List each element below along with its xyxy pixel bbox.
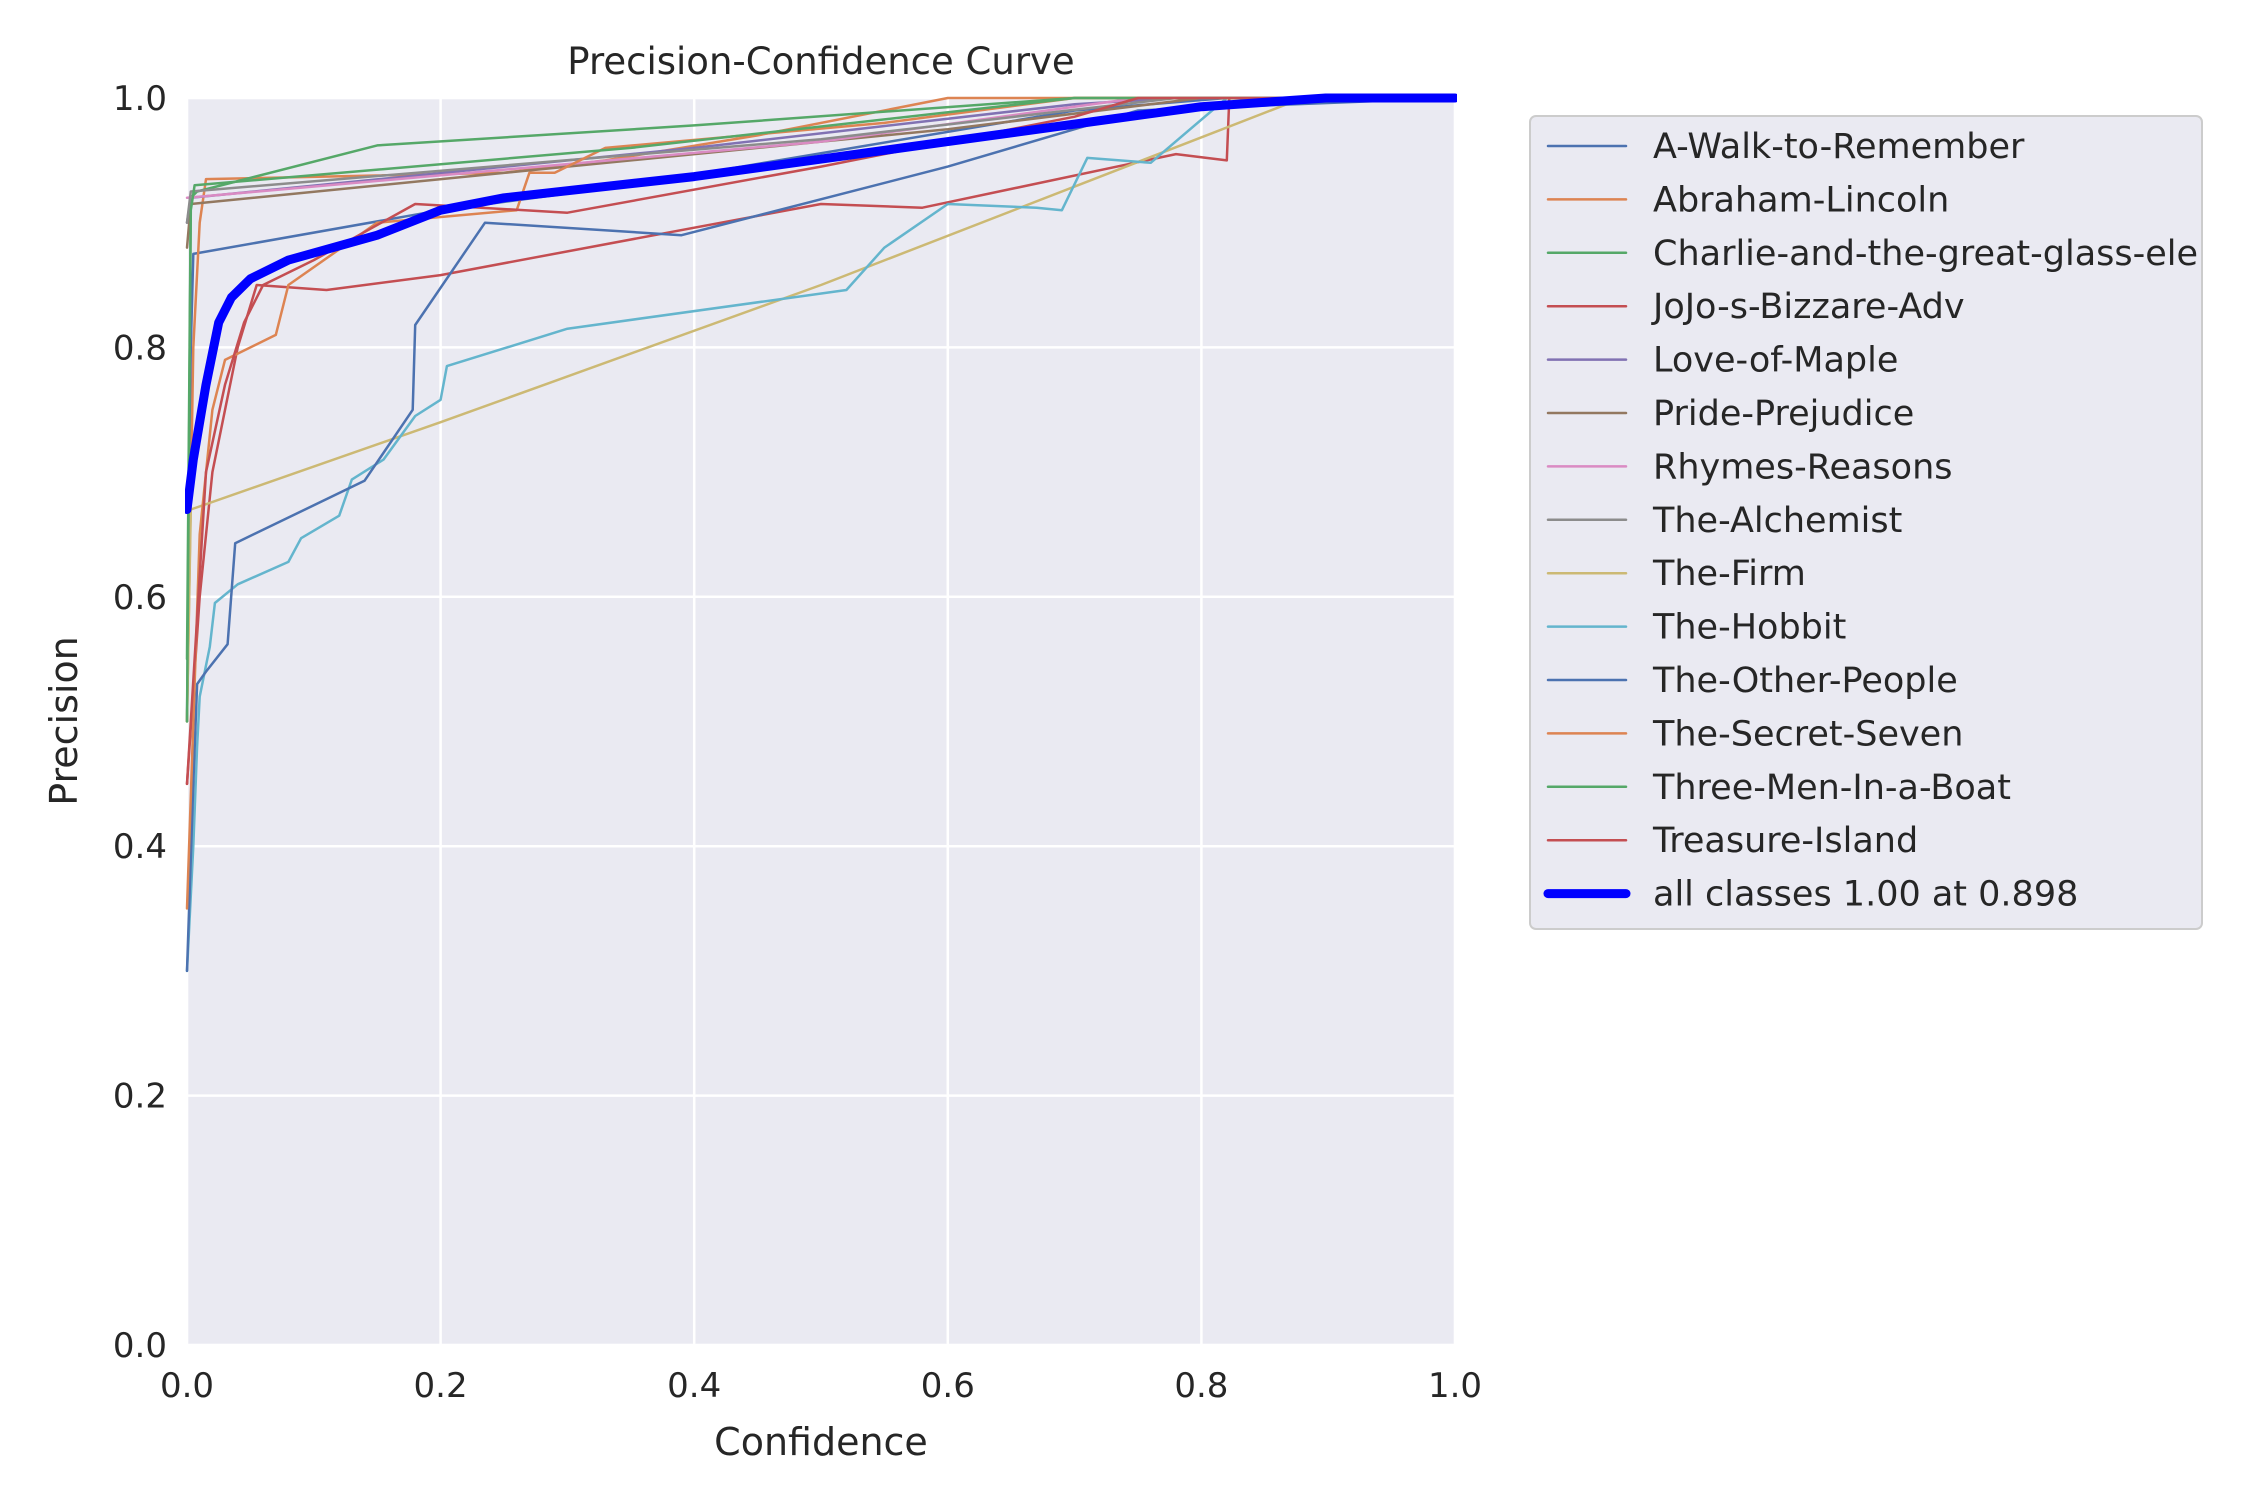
legend-label: JoJo-s-Bizzare-Adv (1651, 287, 1965, 327)
y-tick-label: 0.6 (113, 578, 167, 618)
x-tick-label: 0.6 (921, 1366, 975, 1406)
x-axis-label: Confidence (714, 1420, 928, 1464)
plot-background (187, 98, 1455, 1345)
legend-label: The-Firm (1652, 554, 1806, 594)
legend-label: The-Alchemist (1652, 501, 1902, 541)
series-line-jojo-s-bizzare-adv (185, 96, 1457, 786)
legend-box (1529, 115, 2203, 930)
series-line-the-other-people (185, 96, 1457, 973)
x-tick-label: 0.2 (414, 1366, 468, 1406)
x-tick-label: 0.8 (1174, 1366, 1228, 1406)
grid-lines (185, 96, 1457, 1347)
x-tick-label: 1.0 (1428, 1366, 1482, 1406)
series-line-the-secret-seven (185, 96, 1457, 910)
legend-label: Pride-Prejudice (1653, 394, 1914, 434)
y-tick-label: 0.2 (113, 1077, 167, 1117)
series-line-all-classes-1-00-at-0-898 (185, 93, 1457, 514)
legend-label: The-Secret-Seven (1652, 714, 1963, 754)
series-line-the-hobbit (185, 96, 1457, 973)
legend-label: Love-of-Maple (1653, 341, 1898, 381)
tick-labels: 0.0 0.2 0.4 0.6 0.8 1.0 0.0 0.2 0.4 0.6 0.8 1.0 (113, 79, 1482, 1406)
y-axis-label: Precision (42, 636, 86, 806)
series-line-treasure-island (185, 96, 1457, 786)
y-tick-label: 0.4 (113, 827, 167, 867)
legend-label: Treasure-Island (1652, 821, 1918, 861)
x-tick-label: 0.4 (667, 1366, 721, 1406)
y-tick-label: 1.0 (113, 79, 167, 119)
legend-label: The-Hobbit (1652, 608, 1846, 648)
legend-label: Abraham-Lincoln (1653, 180, 1949, 220)
legend-label: A-Walk-to-Remember (1653, 127, 2025, 167)
y-tick-label: 0.8 (113, 328, 167, 368)
legend-label: Rhymes-Reasons (1653, 447, 1953, 487)
y-tick-label: 0.0 (113, 1326, 167, 1366)
legend-label: all classes 1.00 at 0.898 (1653, 875, 2078, 915)
series-lines (185, 93, 1457, 973)
legend-label: Charlie-and-the-great-glass-ele (1653, 234, 2198, 274)
legend-label: The-Other-People (1652, 661, 1958, 701)
chart-title: Precision-Confidence Curve (567, 40, 1074, 83)
legend-label: Three-Men-In-a-Boat (1652, 768, 2011, 808)
x-tick-label: 0.0 (160, 1366, 214, 1406)
legend: A-Walk-to-Remember Abraham-Lincoln Charlie… (1529, 115, 2203, 930)
